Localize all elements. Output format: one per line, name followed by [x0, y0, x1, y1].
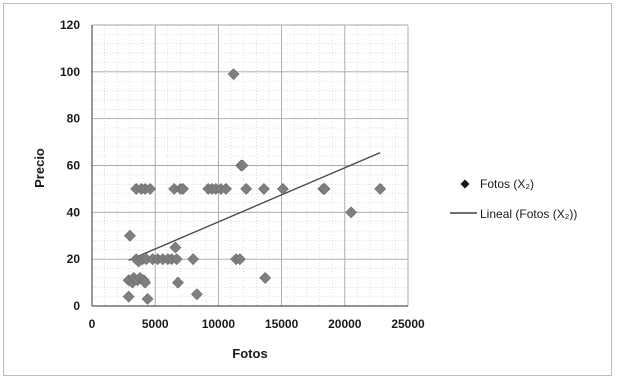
legend-label-scatter: Fotos (X₂) — [480, 177, 534, 191]
data-point — [227, 68, 240, 81]
y-tick-label: 120 — [60, 18, 80, 32]
x-tick-label: 15000 — [265, 317, 299, 331]
data-point — [177, 182, 189, 195]
data-point — [170, 253, 183, 266]
data-point — [220, 182, 232, 195]
trendline-layer — [128, 151, 381, 261]
legend: Fotos (X₂) Lineal (Fotos (X₂)) — [450, 177, 577, 221]
chart-frame — [3, 3, 612, 376]
data-point — [139, 276, 152, 289]
y-tick-label: 80 — [67, 112, 81, 126]
legend-marker-diamond — [460, 179, 470, 189]
data-point — [236, 159, 249, 172]
trendline — [128, 151, 381, 261]
y-tick-label: 0 — [73, 299, 80, 313]
x-tick-label: 25000 — [391, 317, 425, 331]
data-point — [141, 293, 154, 305]
data-point — [240, 182, 253, 195]
data-point — [187, 253, 200, 266]
data-point — [233, 253, 246, 266]
y-axis-title: Precio — [32, 148, 47, 188]
x-axis-title: Fotos — [232, 346, 267, 361]
data-point — [122, 290, 135, 303]
data-point — [259, 271, 272, 284]
data-point — [276, 182, 289, 195]
data-point — [190, 288, 203, 301]
data-point — [172, 276, 184, 289]
data-point — [318, 182, 331, 195]
x-tick-label: 20000 — [328, 317, 362, 331]
x-tick-label: 10000 — [202, 317, 236, 331]
y-tick-label: 100 — [60, 65, 80, 79]
y-tick-label: 40 — [67, 205, 81, 219]
data-point — [169, 241, 182, 254]
data-point — [374, 182, 387, 195]
data-point — [123, 229, 136, 242]
data-point — [257, 182, 270, 195]
axes: 0 5000 10000 15000 20000 25000 0 20 40 60 80 100 120 — [60, 18, 425, 331]
x-tick-label: 0 — [89, 317, 96, 331]
data-point — [144, 182, 157, 195]
y-tick-label: 60 — [67, 159, 81, 173]
legend-label-trendline: Lineal (Fotos (X₂)) — [480, 207, 577, 221]
data-point — [345, 206, 358, 219]
points-layer — [122, 68, 387, 305]
y-tick-label: 20 — [67, 252, 81, 266]
x-tick-label: 5000 — [142, 317, 169, 331]
